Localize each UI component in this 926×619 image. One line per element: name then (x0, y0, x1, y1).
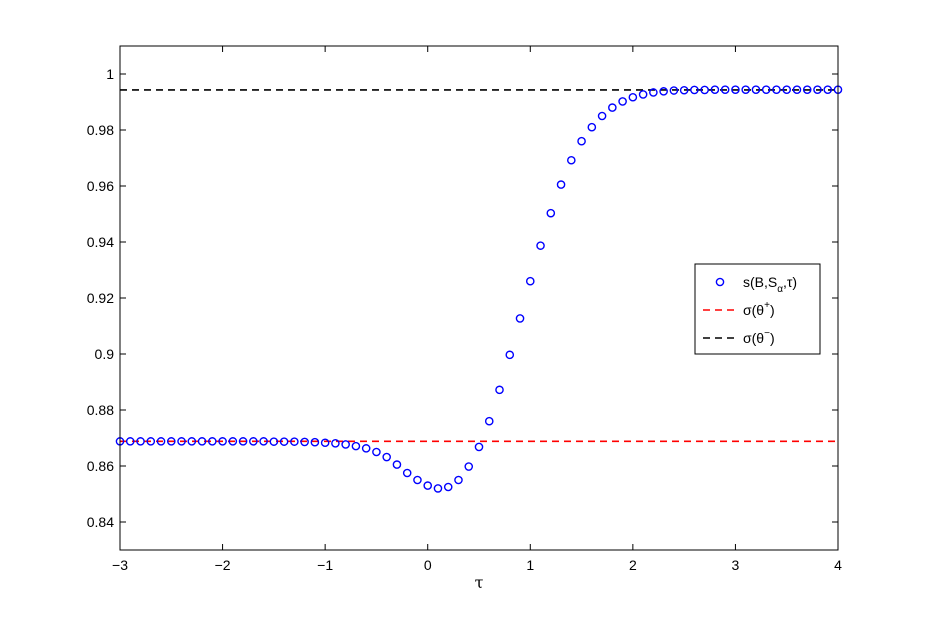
data-point (710, 85, 720, 94)
data-point (156, 437, 166, 446)
legend-label: σ(θ+) (743, 300, 775, 318)
data-point (813, 85, 822, 94)
data-point (597, 111, 607, 121)
data-point (269, 437, 279, 446)
x-tick-label: 1 (526, 557, 534, 573)
x-tick-label: −3 (112, 557, 128, 573)
data-point (720, 85, 730, 94)
data-point (679, 85, 689, 95)
y-tick-label: 1 (106, 66, 114, 82)
data-point (208, 437, 217, 446)
axis-ticks: −3 −2 −1 0 1 2 3 4 0.84 0.86 0.88 0.9 0.92 0.94 0.96 0.… (87, 46, 842, 573)
data-point (372, 447, 381, 457)
y-tick-label: 0.9 (95, 346, 115, 362)
data-point (125, 437, 135, 446)
data-point (331, 439, 340, 448)
data-point (310, 437, 320, 447)
x-tick-label: 2 (629, 557, 637, 573)
data-point (218, 437, 227, 446)
data-point (382, 452, 391, 462)
data-point (413, 475, 422, 485)
data-point (279, 437, 289, 446)
data-point (741, 85, 750, 94)
data-point (146, 437, 156, 446)
data-point (402, 468, 412, 478)
data-point (731, 85, 740, 94)
data-point (772, 85, 781, 94)
x-tick-label: 4 (834, 557, 842, 573)
data-point (587, 122, 597, 132)
legend-marker (715, 277, 725, 287)
x-tick-label: −1 (317, 557, 333, 573)
data-point (659, 87, 668, 96)
data-point (823, 85, 833, 94)
x-tick-label: 0 (424, 557, 432, 573)
data-point (515, 314, 525, 323)
data-point (638, 90, 648, 99)
data-point (320, 438, 330, 448)
data-point (505, 350, 515, 360)
legend-label: s(B,Sα,τ) (743, 274, 797, 295)
data-point (197, 437, 207, 446)
data-point (536, 241, 545, 250)
data-point (618, 97, 627, 106)
x-axis-label: τ (475, 573, 484, 592)
data-point (567, 155, 576, 165)
data-point (187, 437, 197, 446)
data-point (495, 385, 504, 395)
y-tick-label: 0.86 (87, 458, 114, 474)
data-point (423, 481, 433, 490)
data-point (166, 437, 176, 446)
data-point (628, 92, 638, 102)
data-point (351, 441, 361, 451)
data-point (238, 437, 248, 446)
data-point (782, 85, 792, 94)
data-point (669, 86, 679, 95)
data-point (259, 437, 268, 446)
y-tick-label: 0.98 (87, 122, 114, 138)
data-point (433, 484, 443, 493)
data-point (700, 85, 709, 95)
data-point (177, 437, 186, 446)
data-point (249, 437, 258, 446)
data-point (443, 482, 453, 492)
data-point (484, 416, 494, 426)
chart-marks (115, 85, 843, 493)
y-tick-label: 0.92 (87, 290, 114, 306)
y-tick-label: 0.88 (87, 402, 114, 418)
legend-box (694, 263, 821, 355)
data-point (464, 462, 474, 471)
x-tick-label: 3 (732, 557, 740, 573)
data-point (474, 442, 484, 452)
data-point (525, 276, 535, 286)
data-point (341, 440, 350, 449)
y-tick-label: 0.94 (87, 234, 114, 250)
data-point (300, 437, 309, 447)
data-point (392, 460, 402, 469)
legend-label: σ(θ−) (743, 328, 775, 346)
data-point (136, 437, 145, 446)
data-point (228, 437, 238, 446)
data-point (792, 85, 802, 94)
data-point (361, 444, 371, 453)
x-tick-label: −2 (215, 557, 231, 573)
data-point (649, 88, 658, 97)
data-point (454, 475, 463, 485)
data-point (761, 85, 771, 94)
data-point (690, 85, 699, 95)
data-point (546, 208, 556, 218)
data-point (802, 85, 812, 94)
legend: s(B,Sα,τ) σ(θ+) σ(θ−) (694, 263, 821, 355)
data-point (290, 437, 299, 446)
data-point (751, 85, 761, 94)
data-point (608, 103, 617, 112)
data-point (577, 136, 586, 146)
y-tick-label: 0.96 (87, 178, 114, 194)
data-point (556, 180, 566, 189)
y-tick-label: 0.84 (87, 514, 114, 530)
